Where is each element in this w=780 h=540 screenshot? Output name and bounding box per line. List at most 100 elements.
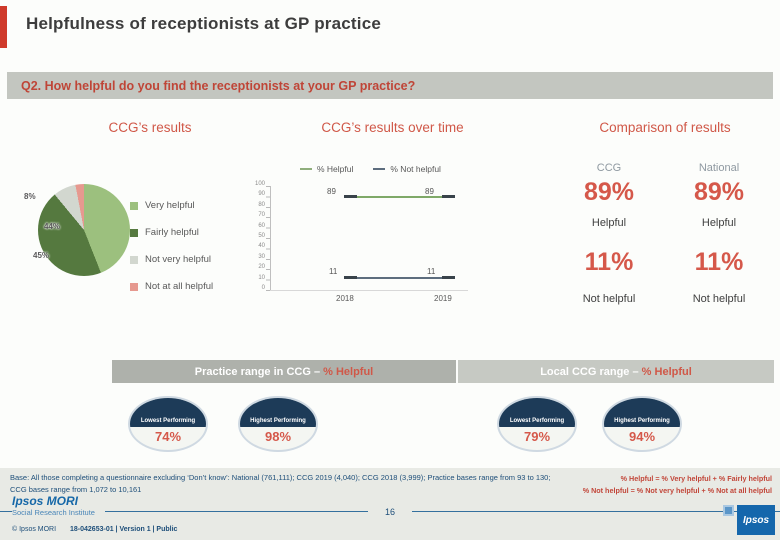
copyright-text: © Ipsos MORI <box>12 526 57 533</box>
pie-chart <box>38 184 130 276</box>
national-helpful-value: 89% <box>693 178 745 206</box>
national-not-helpful-value: 11% <box>694 248 744 276</box>
practice-highest-performing-badge: Highest Performing 98% <box>238 396 318 452</box>
mini-logo-icon <box>723 505 734 516</box>
practice-range-banner-text: Practice range in CCG – <box>194 365 324 378</box>
legend-label: Fairly helpful <box>145 227 199 238</box>
y-tick: 10 <box>258 274 265 281</box>
y-axis-ticks <box>266 186 270 292</box>
line-marker-not-helpful-icon <box>373 168 386 170</box>
logo-subtext: Social Research Institute <box>12 508 95 518</box>
accent-bar <box>0 6 7 48</box>
line-marker-helpful-icon <box>300 168 312 170</box>
data-marker-not-helpful-2018 <box>344 276 357 279</box>
pie-legend: Very helpful Fairly helpful Not very hel… <box>130 192 213 300</box>
y-tick: 50 <box>258 232 265 239</box>
data-label-helpful-2018: 89 <box>327 187 336 196</box>
badge-label: Lowest Performing <box>499 398 575 427</box>
legend-item-pct-not-helpful: % Not helpful <box>373 164 441 174</box>
badge-value: 79% <box>523 428 551 444</box>
badge-value: 94% <box>628 428 656 444</box>
pie-label-not-very-helpful: 8% <box>24 192 36 201</box>
comparison-col-ccg: CCG <box>596 162 622 174</box>
data-label-helpful-2019: 89 <box>425 187 434 196</box>
legend-item-not-at-all-helpful: Not at all helpful <box>130 273 213 300</box>
badge-value: 74% <box>154 428 182 444</box>
local-ccg-range-banner-text: Local CCG range – <box>540 365 642 378</box>
legend-label: Very helpful <box>145 200 195 211</box>
legend-label: % Helpful <box>317 164 354 174</box>
pie-label-fairly-helpful: 45% <box>33 251 50 260</box>
legend-label: % Not helpful <box>390 164 441 174</box>
badge-label: Highest Performing <box>604 398 680 427</box>
badge-label: Highest Performing <box>240 398 316 427</box>
legend-label: Not at all helpful <box>145 281 214 292</box>
data-marker-not-helpful-2019 <box>442 276 455 279</box>
ccg-not-helpful-label: Not helpful <box>582 293 636 305</box>
comparison-col-national: National <box>698 162 740 174</box>
y-tick: 20 <box>258 264 265 271</box>
local-lowest-performing-badge: Lowest Performing 79% <box>497 396 577 452</box>
y-tick: 80 <box>258 201 265 208</box>
swatch-not-at-all-helpful-icon <box>130 282 138 291</box>
base-note: Base: All those completing a questionnai… <box>10 473 551 494</box>
legend-label: Not very helpful <box>145 254 212 265</box>
ccg-helpful-label: Helpful <box>591 217 627 229</box>
national-not-helpful-label: Not helpful <box>692 293 746 305</box>
section-header-comparison: Comparison of results <box>599 120 731 135</box>
data-marker-helpful-2018 <box>344 195 357 198</box>
x-axis-line <box>270 290 468 291</box>
data-marker-helpful-2019 <box>442 195 455 198</box>
helpful-series-line <box>350 196 448 198</box>
legend-item-fairly-helpful: Fairly helpful <box>130 219 213 246</box>
y-tick: 60 <box>258 222 265 229</box>
local-highest-performing-badge: Highest Performing 94% <box>602 396 682 452</box>
pie-label-very-helpful: 44% <box>44 222 61 231</box>
legend-item-very-helpful: Very helpful <box>130 192 213 219</box>
page-number: 16 <box>368 505 412 519</box>
y-tick: 0 <box>261 284 265 291</box>
footer-band <box>0 468 780 540</box>
y-tick: 90 <box>258 191 265 198</box>
y-axis: 100 90 80 70 60 50 40 30 20 10 0 <box>240 181 265 291</box>
y-axis-line <box>270 186 271 290</box>
time-chart-legend: % Helpful % Not helpful <box>300 164 441 174</box>
x-tick-2019: 2019 <box>434 294 452 303</box>
page-title: Helpfulness of receptionists at GP pract… <box>26 14 381 33</box>
local-ccg-range-banner: Local CCG range – % Helpful <box>458 360 774 383</box>
y-tick: 30 <box>258 253 265 260</box>
y-tick: 70 <box>258 212 265 219</box>
section-header-ccg-results: CCG’s results <box>108 120 192 135</box>
formulas: % Helpful = % Very helpful + % Fairly he… <box>562 473 772 497</box>
question-banner: Q2. How helpful do you find the receptio… <box>7 72 773 99</box>
swatch-not-very-helpful-icon <box>130 255 138 264</box>
local-ccg-range-banner-highlight: % Helpful <box>641 365 692 378</box>
data-label-not-helpful-2018: 11 <box>329 267 338 276</box>
legend-item-pct-helpful: % Helpful <box>300 164 353 174</box>
y-tick: 40 <box>258 243 265 250</box>
y-tick: 100 <box>254 181 265 187</box>
ipsos-mori-logo: Ipsos MORI Social Research Institute <box>12 494 105 520</box>
copyright-line: © Ipsos MORI 18-042653-01 | Version 1 | … <box>12 526 177 533</box>
swatch-fairly-helpful-icon <box>130 228 138 237</box>
practice-range-banner: Practice range in CCG – % Helpful <box>112 360 456 383</box>
doc-ref: 18-042653-01 | Version 1 | Public <box>70 526 178 533</box>
not-helpful-series-line <box>350 277 448 279</box>
formula-helpful: % Helpful = % Very helpful + % Fairly he… <box>620 474 772 483</box>
logo-text: Ipsos MORI <box>12 494 79 508</box>
data-label-not-helpful-2019: 11 <box>427 267 436 276</box>
ipsos-corner-logo: Ipsos <box>737 505 775 535</box>
x-tick-2018: 2018 <box>336 294 354 303</box>
practice-lowest-performing-badge: Lowest Performing 74% <box>128 396 208 452</box>
formula-not-helpful: % Not helpful = % Not very helpful + % N… <box>582 486 772 496</box>
practice-range-banner-highlight: % Helpful <box>323 365 374 378</box>
badge-label: Lowest Performing <box>130 398 206 427</box>
ccg-not-helpful-value: 11% <box>584 248 634 276</box>
section-header-over-time: CCG’s results over time <box>321 120 464 135</box>
ccg-helpful-value: 89% <box>583 178 635 206</box>
question-text: Q2. How helpful do you find the receptio… <box>21 78 416 93</box>
legend-item-not-very-helpful: Not very helpful <box>130 246 213 273</box>
swatch-very-helpful-icon <box>130 201 138 210</box>
badge-value: 98% <box>264 428 292 444</box>
